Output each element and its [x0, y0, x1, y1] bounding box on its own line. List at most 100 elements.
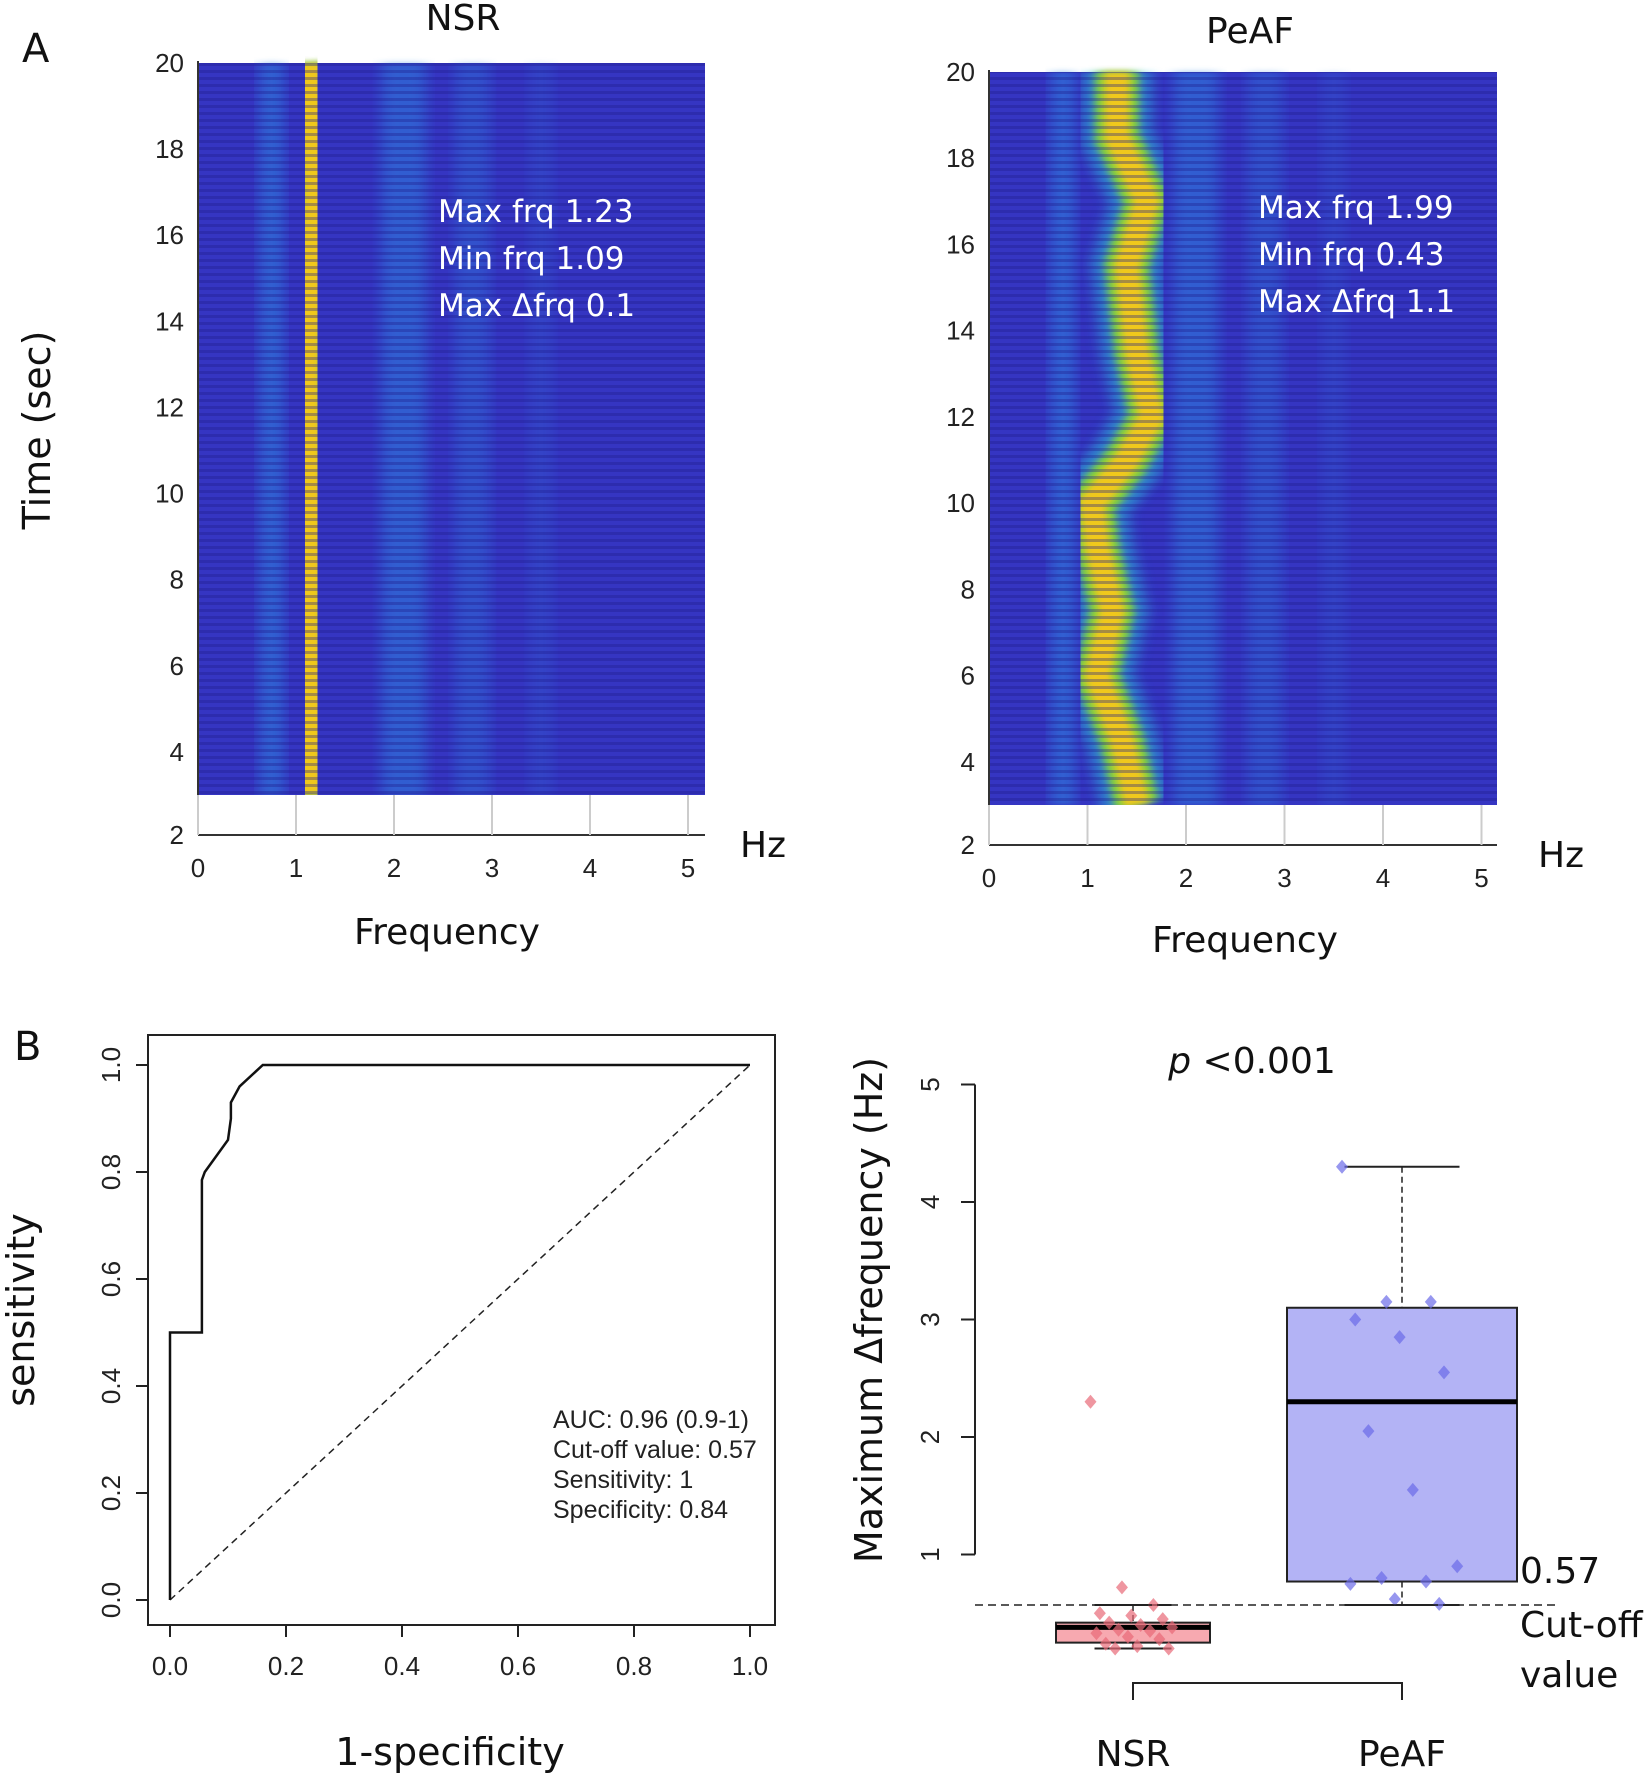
- x-axis-label: 1-specificity: [335, 1730, 564, 1774]
- y-tick-label: 3: [915, 1312, 945, 1326]
- x-tick-label: 2: [1179, 863, 1193, 893]
- chart-title: PeAF: [1206, 11, 1294, 52]
- annotation-text: AUC: 0.96 (0.9-1): [553, 1406, 749, 1434]
- category-label: PeAF: [1358, 1734, 1446, 1775]
- p-italic: p: [1167, 1041, 1191, 1082]
- y-tick-label: 4: [170, 737, 184, 767]
- x-tick-label: 1: [289, 853, 303, 883]
- y-tick-label: 1.0: [96, 1047, 126, 1083]
- panel-label-a: A: [22, 26, 50, 72]
- roc-curve: [168, 1063, 750, 1600]
- p-value: <0.001: [1191, 1041, 1336, 1082]
- y-tick-label: 20: [155, 48, 184, 78]
- x-tick-label: 3: [485, 853, 499, 883]
- y-axis-label-time: Time (sec): [15, 331, 59, 531]
- data-point: [1438, 1365, 1450, 1380]
- data-point: [1103, 1615, 1116, 1630]
- data-point: [1153, 1632, 1166, 1647]
- data-point: [1433, 1596, 1446, 1611]
- y-tick-label: 1: [915, 1547, 945, 1561]
- y-tick-label: 12: [155, 392, 184, 422]
- data-point: [1134, 1618, 1147, 1632]
- category-label: NSR: [1096, 1734, 1171, 1775]
- x-tick-label: 0: [191, 853, 205, 883]
- y-tick-label: 2: [170, 820, 184, 850]
- annotation-text: Cut-off value: 0.57: [553, 1436, 757, 1464]
- data-point: [1125, 1608, 1138, 1623]
- cutoff-note: value: [1520, 1655, 1618, 1696]
- data-point: [1156, 1612, 1169, 1627]
- x-tick-label: 5: [681, 853, 695, 883]
- y-tick-label: 0.0: [96, 1582, 126, 1618]
- data-point: [1380, 1294, 1393, 1309]
- y-tick-label: 2: [915, 1430, 945, 1444]
- data-point: [1393, 1330, 1406, 1345]
- y-tick-label: 20: [946, 57, 975, 87]
- annotation-text: Min frq 0.43: [1258, 237, 1445, 273]
- data-point: [1424, 1294, 1437, 1309]
- x-tick-label: 1.0: [732, 1651, 768, 1681]
- heatmap-empty-band: [989, 805, 1497, 845]
- data-point: [1349, 1312, 1362, 1327]
- panel-label-b: B: [14, 1024, 41, 1070]
- x-tick-label: 2: [387, 853, 401, 883]
- significance-bracket: [1132, 1682, 1403, 1700]
- y-tick-label: 2: [961, 830, 975, 860]
- y-tick-label: 8: [961, 574, 975, 604]
- y-tick-label: 8: [170, 565, 184, 595]
- plot-frame: [147, 1034, 776, 1626]
- annotation-text: Max frq 1.99: [1258, 190, 1454, 226]
- x-tick-label: 4: [583, 853, 597, 883]
- y-tick-label: 18: [946, 143, 975, 173]
- data-point: [1144, 1623, 1156, 1638]
- cutoff-note: Cut-off: [1520, 1605, 1644, 1646]
- data-point: [1112, 1622, 1125, 1637]
- x-axis-unit: Hz: [1538, 835, 1584, 876]
- y-tick-label: 4: [915, 1195, 945, 1209]
- x-tick-label: 0.0: [152, 1651, 188, 1681]
- data-point: [1121, 1629, 1134, 1644]
- cutoff-value-label: 0.57: [1520, 1551, 1600, 1592]
- y-tick-label: 0.4: [96, 1368, 126, 1404]
- data-point: [1147, 1598, 1160, 1613]
- chart-title: p <0.001: [1167, 1041, 1336, 1082]
- data-point: [1336, 1159, 1348, 1174]
- data-point: [1375, 1571, 1388, 1585]
- data-point: [1451, 1559, 1464, 1574]
- x-tick-label: 0.2: [268, 1651, 304, 1681]
- y-tick-label: 10: [155, 479, 184, 509]
- data-point: [1090, 1626, 1103, 1641]
- y-tick-label: 0.6: [96, 1261, 126, 1297]
- x-tick-label: 5: [1474, 863, 1488, 893]
- data-point: [1344, 1576, 1357, 1591]
- y-axis-label: sensitivity: [0, 1213, 43, 1407]
- y-axis-label: Maximum Δfrequency (Hz): [847, 1057, 891, 1563]
- y-tick-label: 14: [946, 316, 975, 346]
- data-point: [1162, 1641, 1175, 1656]
- y-tick-label: 0.8: [96, 1154, 126, 1190]
- data-point: [1420, 1574, 1432, 1589]
- chart-title: NSR: [426, 0, 501, 39]
- data-point: [1406, 1482, 1419, 1497]
- y-tick-label: 0.2: [96, 1475, 126, 1511]
- annotation-text: Min frq 1.09: [438, 241, 625, 277]
- data-point: [1388, 1592, 1401, 1607]
- data-point: [1115, 1580, 1128, 1595]
- data-point: [1099, 1636, 1112, 1651]
- annotation-text: Max Δfrq 0.1: [438, 288, 635, 324]
- data-point: [1166, 1620, 1179, 1635]
- data-point: [1362, 1424, 1375, 1439]
- x-tick-label: 3: [1277, 863, 1291, 893]
- y-tick-label: 4: [961, 747, 975, 777]
- data-point: [1093, 1606, 1106, 1621]
- heatmap-texture: [989, 72, 1497, 805]
- y-tick-label: 16: [946, 229, 975, 259]
- x-tick-label: 0.8: [616, 1651, 652, 1681]
- data-point: [1109, 1641, 1122, 1656]
- x-axis-label: Frequency: [1152, 920, 1338, 961]
- heatmap-empty-band: [198, 795, 705, 835]
- x-tick-label: 0.6: [500, 1651, 536, 1681]
